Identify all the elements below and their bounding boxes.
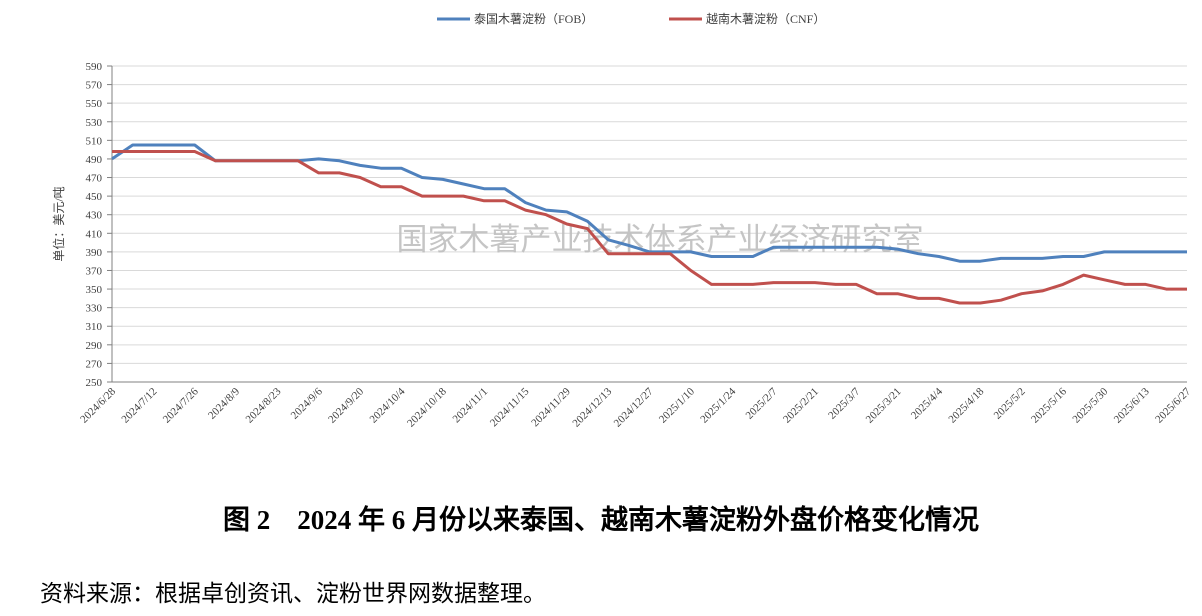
x-tick-label: 2024/8/23 [243,385,283,425]
y-tick-label: 530 [86,117,103,129]
y-tick-label: 570 [86,80,103,92]
y-tick-label: 510 [86,135,103,147]
x-tick-label: 2024/11/15 [488,385,532,429]
legend-label: 泰国木薯淀粉（FOB） [474,12,593,26]
series-line [112,150,1187,305]
y-tick-label: 390 [86,247,103,259]
y-tick-label: 550 [86,98,103,110]
x-tick-label: 2025/6/13 [1112,385,1152,425]
y-tick-label: 270 [86,358,103,370]
x-tick-label: 2025/3/21 [864,386,904,426]
legend-label: 越南木薯淀粉（CNF） [706,11,825,26]
x-tick-label: 2025/5/16 [1029,385,1069,425]
x-tick-label: 2024/11/29 [529,385,573,429]
y-tick-label: 450 [86,191,103,203]
x-tick-label: 2025/1/10 [657,385,697,425]
caption: 图 2 2024 年 6 月份以来泰国、越南木薯淀粉外盘价格变化情况 [223,505,979,535]
x-tick-label: 2024/8/9 [206,385,242,421]
y-tick-label: 290 [86,340,103,352]
y-tick-label: 350 [86,284,103,296]
y-axis-label: 单位：美元/吨 [51,186,66,261]
x-tick-label: 2024/9/20 [326,385,366,425]
x-tick-label: 2024/10/18 [405,385,449,429]
x-tick-label: 2024/7/26 [161,385,201,425]
y-tick-label: 470 [86,173,103,185]
x-tick-label: 2025/5/30 [1070,385,1110,425]
x-tick-label: 2024/11/1 [450,386,490,426]
x-tick-label: 2025/6/27 [1153,385,1193,425]
y-tick-label: 330 [86,303,103,315]
x-tick-label: 2024/12/13 [570,385,614,429]
y-tick-label: 430 [86,210,103,222]
y-tick-label: 250 [86,377,103,389]
y-tick-label: 370 [86,265,103,277]
y-tick-label: 310 [86,321,103,333]
x-tick-label: 2025/2/7 [744,385,780,421]
x-tick-label: 2025/1/24 [698,385,738,425]
source-note: 资料来源：根据卓创资讯、淀粉世界网数据整理。 [40,581,546,606]
y-tick-label: 490 [86,154,103,166]
x-tick-label: 2025/4/18 [946,385,986,425]
x-tick-label: 2025/2/21 [781,386,821,426]
y-tick-label: 410 [86,228,103,240]
chart: 单位：美元/吨 250 270 290 310 330 350 370 390 410 430 45… [51,11,1194,430]
x-tick-label: 2025/3/7 [826,385,862,421]
y-tick-label: 590 [86,61,103,73]
x-tick-label: 2024/6/28 [78,385,118,425]
x-tick-label: 2025/5/2 [992,386,1028,422]
x-tick-label: 2024/7/12 [119,386,159,426]
x-tick-label: 2024/12/27 [612,385,656,429]
x-tick-label: 2024/9/6 [289,385,325,421]
x-tick-label: 2024/10/4 [368,385,408,425]
x-tick-label: 2025/4/4 [909,385,945,421]
